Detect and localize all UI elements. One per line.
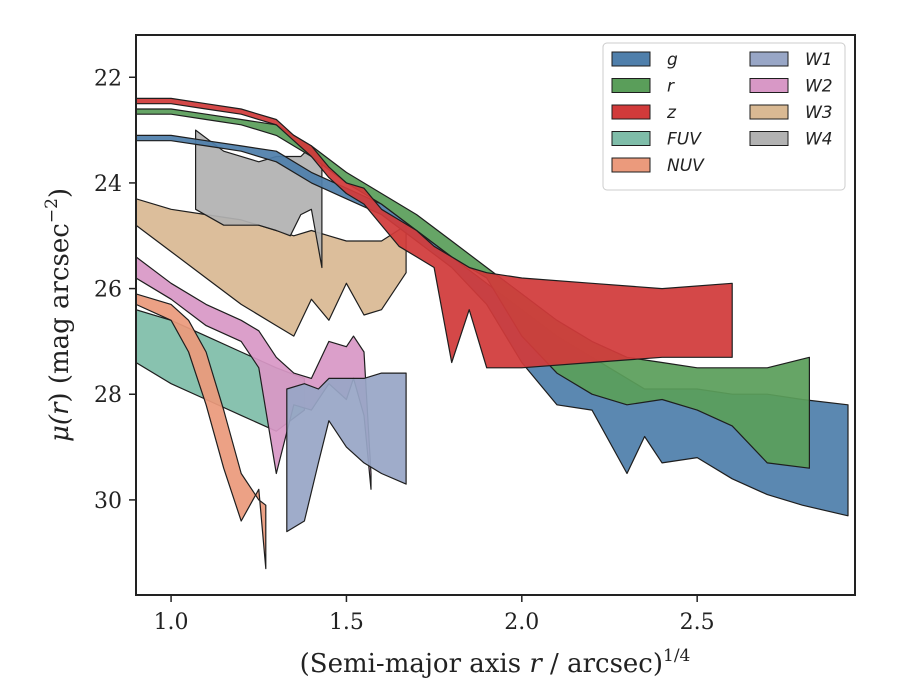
legend-swatch-z <box>611 104 651 120</box>
plot-frame <box>135 34 856 596</box>
y-tick-label: 26 <box>94 278 122 303</box>
legend-swatch-w2 <box>749 78 789 93</box>
series-band-w2 <box>136 256 372 490</box>
series-band-z <box>136 97 733 369</box>
y-axis: 22 24 26 28 30 <box>94 66 136 514</box>
legend-swatch-w3 <box>749 104 789 120</box>
x-tick-label: 1.0 <box>154 610 189 635</box>
y-tick-label: 24 <box>94 172 122 197</box>
legend: grz FUV NUV W1 W2 W3 W4 <box>602 42 846 191</box>
x-axis: 1.0 1.5 2.0 2.5 <box>154 595 715 635</box>
x-tick-label: 2.5 <box>680 610 715 635</box>
legend-swatch-r <box>611 78 651 93</box>
x-axis-label: (Semi-major axis r / arcsec)1/4 <box>300 646 691 679</box>
legend-label-w2: W2 <box>805 77 833 97</box>
legend-swatch-g <box>611 51 651 67</box>
series-layer <box>136 97 849 570</box>
legend-label-w1: W1 <box>805 50 833 70</box>
legend-label-w3: W3 <box>805 103 833 123</box>
legend-swatch-w1 <box>749 51 789 67</box>
legend-swatch-fuv <box>611 131 651 146</box>
y-tick-label: 22 <box>94 66 122 91</box>
legend-swatch-nuv <box>611 157 651 173</box>
legend-label-z: z <box>666 103 677 123</box>
legend-label-g: g <box>667 50 678 70</box>
y-axis-label: μ(r) (mag arcsec−2) <box>42 188 75 442</box>
x-tick-label: 2.0 <box>504 610 539 635</box>
legend-swatch-w4 <box>749 131 789 146</box>
series-band-nuv <box>136 293 267 570</box>
series-band-w1 <box>286 372 407 533</box>
legend-label-w4: W4 <box>805 130 833 150</box>
y-tick-label: 30 <box>94 489 122 514</box>
y-tick-label: 28 <box>94 383 122 408</box>
legend-label-nuv: NUV <box>667 156 705 176</box>
x-tick-label: 1.5 <box>329 610 364 635</box>
legend-label-r: r <box>667 77 675 97</box>
legend-label-fuv: FUV <box>667 130 702 150</box>
